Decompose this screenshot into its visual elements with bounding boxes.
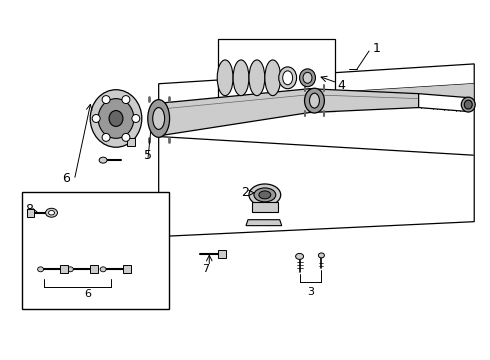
Bar [123, 265, 131, 273]
Ellipse shape [38, 267, 44, 272]
Ellipse shape [279, 67, 296, 89]
Ellipse shape [305, 88, 324, 113]
Text: 6: 6 [85, 289, 92, 299]
Ellipse shape [299, 69, 316, 87]
Ellipse shape [310, 93, 319, 108]
Ellipse shape [100, 267, 106, 272]
Ellipse shape [109, 111, 123, 126]
Ellipse shape [249, 60, 265, 96]
Text: 7: 7 [202, 264, 209, 274]
Bar [90, 265, 98, 273]
Ellipse shape [259, 191, 271, 199]
Ellipse shape [46, 208, 57, 217]
Ellipse shape [98, 99, 134, 138]
Polygon shape [156, 89, 310, 136]
Ellipse shape [90, 90, 142, 147]
Text: 5: 5 [144, 149, 152, 162]
Polygon shape [156, 84, 473, 121]
Polygon shape [246, 220, 282, 226]
Ellipse shape [254, 188, 276, 202]
Ellipse shape [68, 267, 74, 272]
Text: 7: 7 [113, 113, 121, 123]
Text: 3: 3 [307, 287, 314, 297]
Bar [218, 39, 335, 111]
Text: 6: 6 [62, 171, 71, 185]
Ellipse shape [295, 253, 303, 260]
Text: 8: 8 [24, 203, 33, 216]
Ellipse shape [318, 253, 324, 258]
Bar [127, 138, 135, 146]
Bar [252, 202, 278, 212]
Ellipse shape [49, 211, 54, 215]
Circle shape [122, 134, 130, 141]
Ellipse shape [303, 72, 312, 83]
Ellipse shape [249, 184, 281, 206]
Circle shape [102, 134, 110, 141]
Ellipse shape [148, 100, 170, 137]
Bar [22, 192, 169, 309]
Ellipse shape [153, 108, 165, 129]
Ellipse shape [217, 60, 233, 96]
Text: 2: 2 [241, 186, 249, 199]
Polygon shape [418, 94, 468, 112]
Bar [26, 209, 34, 217]
Circle shape [92, 114, 100, 122]
Bar [60, 265, 69, 273]
Polygon shape [310, 89, 418, 113]
Text: 4: 4 [337, 79, 345, 92]
Circle shape [122, 96, 130, 104]
Bar [218, 251, 226, 258]
Ellipse shape [233, 60, 249, 96]
Ellipse shape [265, 60, 281, 96]
Text: 1: 1 [373, 41, 381, 54]
Ellipse shape [283, 71, 293, 85]
Ellipse shape [465, 100, 472, 109]
Circle shape [102, 96, 110, 104]
Ellipse shape [99, 157, 107, 163]
Ellipse shape [461, 97, 475, 112]
Circle shape [132, 114, 140, 122]
